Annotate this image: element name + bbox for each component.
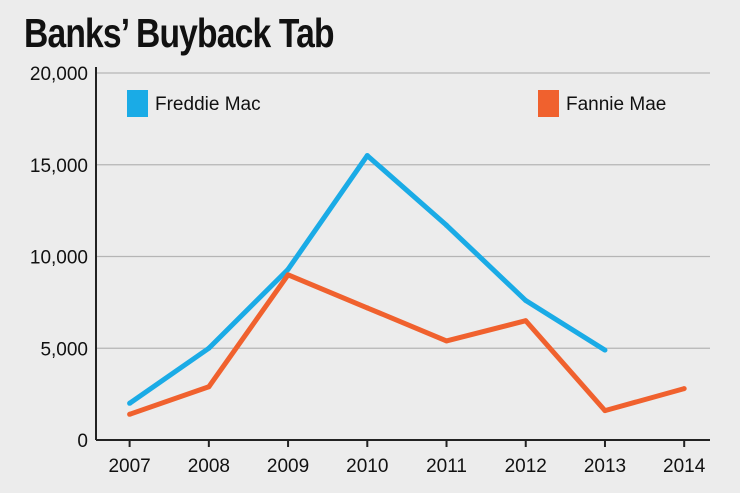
- data-point: [602, 347, 608, 353]
- x-tick-label: 2012: [505, 456, 547, 477]
- chart-title: Banks’ Buyback Tab: [24, 10, 335, 56]
- data-point: [602, 408, 608, 414]
- data-point: [285, 266, 291, 272]
- legend-swatch: [127, 90, 148, 117]
- data-point: [444, 338, 450, 344]
- legend-label: Freddie Mac: [155, 94, 261, 115]
- x-tick-label: 2011: [426, 456, 467, 477]
- series-line-freddie-mac: [128, 153, 607, 406]
- x-tick-label: 2008: [188, 456, 230, 477]
- data-point: [364, 305, 370, 311]
- data-point: [285, 272, 291, 278]
- x-tick-label: 2013: [584, 456, 626, 477]
- data-point: [364, 153, 370, 159]
- legend-swatch: [538, 90, 559, 117]
- data-point: [523, 298, 529, 304]
- data-point: [444, 222, 450, 228]
- data-point: [127, 411, 133, 417]
- data-point: [523, 318, 529, 324]
- y-tick-label: 10,000: [30, 248, 88, 269]
- series-line-fannie-mae: [128, 272, 685, 417]
- y-tick-label: 5,000: [40, 339, 88, 360]
- y-tick-label: 0: [77, 431, 88, 452]
- data-point: [127, 400, 133, 406]
- y-tick-label: 20,000: [30, 64, 88, 85]
- data-point: [206, 345, 212, 351]
- x-tick-label: 2010: [346, 456, 388, 477]
- legend-label: Fannie Mae: [566, 94, 666, 115]
- data-point: [681, 386, 687, 392]
- x-tick-label: 2009: [267, 456, 309, 477]
- x-tick-label: 2014: [663, 456, 706, 477]
- data-point: [206, 384, 212, 390]
- y-tick-label: 15,000: [30, 156, 88, 177]
- x-tick-label: 2007: [108, 456, 150, 477]
